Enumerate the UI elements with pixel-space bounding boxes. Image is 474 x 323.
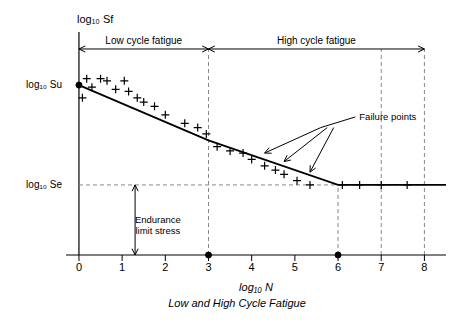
svg-text:log₁₀ Su: log₁₀ Su [26,79,62,90]
svg-text:0: 0 [76,261,82,273]
svg-text:8: 8 [421,261,427,273]
svg-text:log₁₀ N: log₁₀ N [239,281,273,293]
svg-text:6: 6 [335,261,341,273]
html-text:Low and High Cycle Fatigue: Low and High Cycle Fatigue [168,297,306,309]
svg-text:3: 3 [205,261,211,273]
svg-text:Endurancelimit stress: Endurancelimit stress [135,213,181,235]
svg-text:5: 5 [292,261,298,273]
svg-text:log₁₀ Sf: log₁₀ Sf [77,13,114,25]
svg-text:High cycle fatigue: High cycle fatigue [277,35,356,46]
svg-text:1: 1 [119,261,125,273]
svg-text:4: 4 [249,261,255,273]
svg-text:log₁₀ Se: log₁₀ Se [26,179,62,190]
svg-text:2: 2 [162,261,168,273]
svg-text:7: 7 [378,261,384,273]
svg-text:Failure points: Failure points [359,110,416,121]
svg-text:Low cycle fatigue: Low cycle fatigue [105,35,182,46]
